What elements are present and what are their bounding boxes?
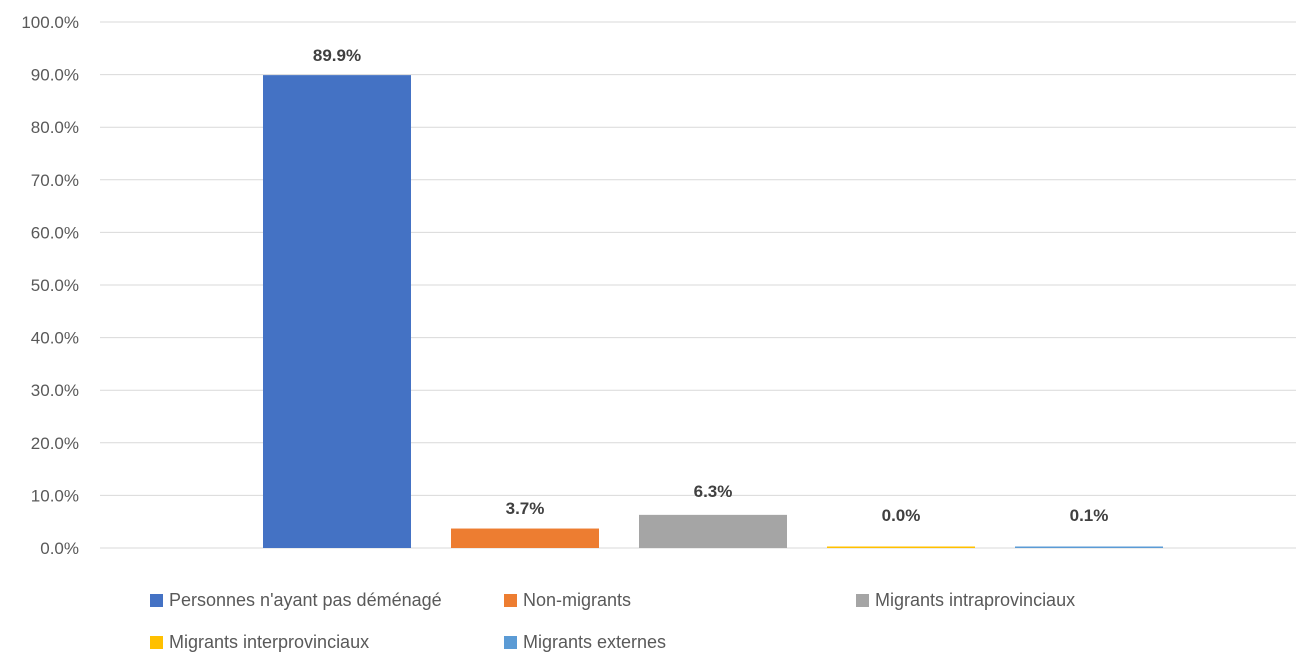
y-tick-label: 30.0%: [31, 381, 79, 400]
y-tick-label: 60.0%: [31, 223, 79, 242]
y-tick-label: 0.0%: [40, 539, 79, 558]
y-axis: 0.0% 10.0% 20.0% 30.0% 40.0% 50.0% 60.0% 70.0% 8…: [21, 13, 79, 558]
bar: [639, 514, 787, 548]
bar: [263, 75, 411, 548]
bar: [1015, 546, 1163, 548]
data-label: 0.0%: [882, 506, 921, 525]
data-label: 6.3%: [694, 482, 733, 501]
data-label: 89.9%: [313, 46, 361, 65]
bars: [263, 75, 1163, 548]
y-tick-label: 10.0%: [31, 486, 79, 505]
y-tick-label: 90.0%: [31, 66, 79, 85]
y-tick-label: 40.0%: [31, 329, 79, 348]
y-tick-label: 100.0%: [21, 13, 79, 32]
y-tick-label: 70.0%: [31, 171, 79, 190]
bar: [827, 546, 975, 548]
data-label: 0.1%: [1070, 506, 1109, 525]
bar: [451, 528, 599, 548]
y-tick-label: 80.0%: [31, 118, 79, 137]
y-tick-label: 20.0%: [31, 434, 79, 453]
y-tick-label: 50.0%: [31, 276, 79, 295]
data-label: 3.7%: [506, 499, 545, 518]
data-labels: 89.9% 3.7% 6.3% 0.0% 0.1%: [313, 46, 1108, 525]
